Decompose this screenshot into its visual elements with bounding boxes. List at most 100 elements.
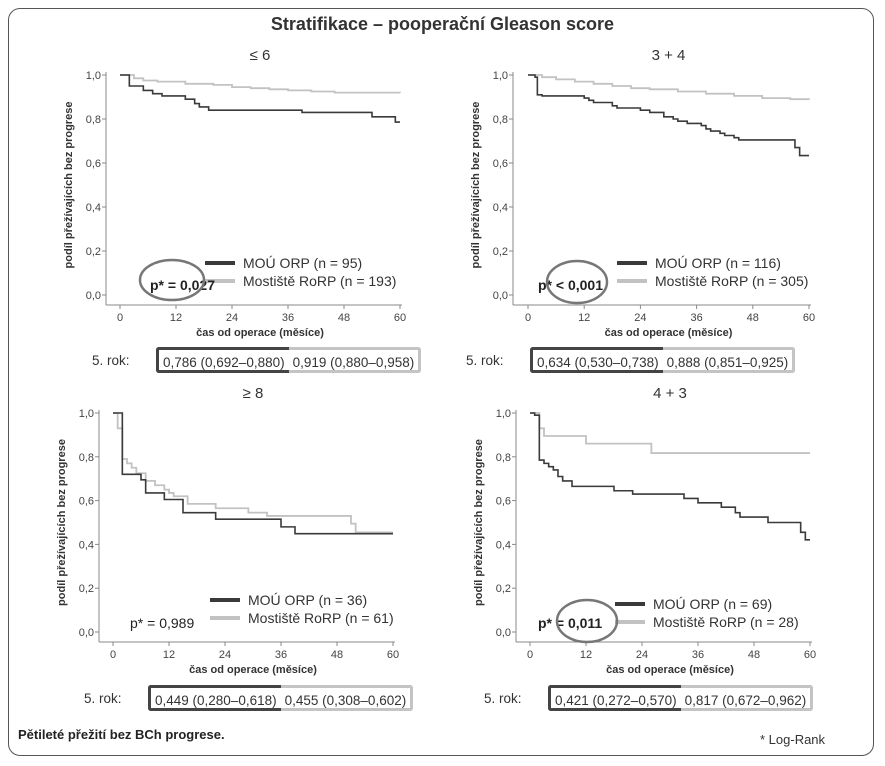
year5-row-1: 5. rok: 0,786 (0,692–0,880) 0,919 (0,880… (92, 347, 422, 373)
km-curve-orp (530, 412, 810, 541)
x-tick-label: 60 (803, 312, 815, 324)
x-tick-label: 0 (117, 312, 123, 324)
x-tick-label: 12 (163, 649, 175, 661)
p-value: p* = 0,027 (150, 277, 215, 293)
y-tick-label: 1,0 (493, 70, 508, 82)
p-value: p* < 0,001 (538, 277, 603, 293)
x-tick-label: 0 (110, 649, 116, 661)
year5-orp-value: 0,449 (0,280–0,618) (148, 685, 281, 711)
y-tick-label: 0,4 (493, 202, 508, 214)
y-tick-label: 0,8 (86, 114, 101, 126)
km-curve-orp (528, 74, 809, 157)
legend-label: Mostiště RoRP (n = 305) (655, 273, 808, 289)
y-tick-label: 0,0 (86, 290, 101, 302)
y-tick-label: 0,0 (493, 290, 508, 302)
year5-label: 5. rok: (92, 352, 130, 368)
p-value: p* = 0,989 (130, 615, 194, 631)
figure-frame (8, 8, 874, 756)
year5-row-4: 5. rok: 0,421 (0,272–0,570) 0,817 (0,672… (484, 685, 814, 711)
legend-label: MOÚ ORP (n = 36) (248, 592, 367, 608)
year5-orp-value: 0,634 (0,530–0,738) (530, 347, 663, 373)
y-tick-label: 0,2 (493, 246, 508, 258)
y-tick-label: 0,0 (496, 627, 511, 639)
y-tick-label: 0,4 (86, 202, 101, 214)
y-tick-label: 0,2 (86, 246, 101, 258)
panel-title: 4 + 3 (653, 385, 687, 402)
y-tick-label: 0,6 (493, 158, 508, 170)
figure-title: Stratifikace – pooperační Gleason score (270, 14, 615, 34)
km-curve-rorp (113, 412, 393, 534)
y-axis-label: podíl přežívajících bez progrese (473, 439, 485, 606)
year5-rorp-value: 0,919 (0,880–0,958) (288, 347, 422, 373)
y-tick-label: 0,6 (496, 496, 511, 508)
x-axis-label: čas od operace (měsíce) (189, 664, 317, 676)
x-tick-label: 12 (170, 312, 182, 324)
panel-title: ≥ 8 (243, 385, 264, 402)
x-tick-label: 36 (692, 649, 704, 661)
year5-row-3: 5. rok: 0,449 (0,280–0,618) 0,455 (0,308… (84, 685, 414, 711)
year5-label: 5. rok: (466, 352, 504, 368)
x-tick-label: 24 (219, 649, 231, 661)
km-curve-rorp (530, 412, 810, 454)
y-axis-label: podíl přežívajících bez progrese (56, 439, 68, 606)
x-tick-label: 60 (394, 312, 406, 324)
x-tick-label: 0 (525, 312, 531, 324)
legend-label: Mostiště RoRP (n = 61) (248, 610, 394, 626)
x-tick-label: 12 (580, 649, 592, 661)
p-value-circle (545, 259, 609, 305)
y-tick-label: 0,4 (79, 539, 94, 551)
x-tick-label: 48 (747, 312, 759, 324)
x-tick-label: 36 (690, 312, 702, 324)
y-tick-label: 0,8 (493, 114, 508, 126)
x-axis-label: čas od operace (měsíce) (606, 664, 734, 676)
y-tick-label: 0,0 (79, 627, 94, 639)
x-axis-label: čas od operace (měsíce) (196, 327, 324, 339)
year5-row-2: 5. rok: 0,634 (0,530–0,738) 0,888 (0,851… (466, 347, 796, 373)
x-tick-label: 36 (275, 649, 287, 661)
x-tick-label: 48 (748, 649, 760, 661)
p-value-circle (555, 598, 619, 644)
x-tick-label: 24 (636, 649, 648, 661)
km-curve-rorp (120, 74, 401, 94)
km-panel-4: 4 + 3 0,0 0,2 0,4 0,6 0,8 1,0 0 12 24 36 48 60 čas od… (473, 385, 816, 676)
x-tick-label: 36 (282, 312, 294, 324)
km-panel-2: 3 + 4 0,0 0,2 0,4 0,6 0,8 1,0 0 12 24 36 48 60 čas od… (470, 47, 815, 339)
y-tick-label: 0,8 (79, 452, 94, 464)
y-tick-label: 1,0 (496, 408, 511, 420)
y-tick-label: 0,6 (86, 158, 101, 170)
legend-label: MOÚ ORP (n = 116) (655, 255, 781, 271)
x-tick-label: 60 (804, 649, 816, 661)
km-curve-orp (120, 74, 400, 123)
x-tick-label: 60 (387, 649, 399, 661)
x-tick-label: 12 (578, 312, 590, 324)
km-panel-1: ≤ 6 0,0 0,2 0,4 0,6 0,8 1,0 0 12 24 36 48 60 čas od o… (63, 47, 406, 339)
y-tick-label: 0,2 (496, 583, 511, 595)
panel-title: 3 + 4 (652, 47, 686, 64)
year5-orp-value: 0,421 (0,272–0,570) (548, 685, 681, 711)
y-axis-label: podíl přežívajících bez progrese (63, 102, 75, 269)
p-value-circle (138, 258, 206, 302)
x-tick-label: 24 (634, 312, 646, 324)
km-curve-rorp (528, 74, 810, 101)
km-curve-orp (113, 412, 393, 535)
legend-label: MOÚ ORP (n = 69) (653, 596, 772, 612)
y-tick-label: 0,8 (496, 452, 511, 464)
figure-caption: Pětileté přežití bez BCh progrese. (18, 727, 225, 742)
y-tick-label: 0,2 (79, 583, 94, 595)
y-tick-label: 1,0 (79, 408, 94, 420)
x-axis-label: čas od operace (měsíce) (605, 327, 733, 339)
year5-orp-value: 0,786 (0,692–0,880) (156, 347, 289, 373)
footnote: * Log-Rank (760, 732, 826, 747)
y-axis-label: podíl přežívajících bez progrese (470, 102, 482, 269)
year5-label: 5. rok: (84, 690, 122, 706)
legend-label: Mostiště RoRP (n = 193) (243, 273, 396, 289)
year5-label: 5. rok: (484, 690, 522, 706)
x-tick-label: 48 (331, 649, 343, 661)
x-tick-label: 48 (338, 312, 350, 324)
year5-rorp-value: 0,455 (0,308–0,602) (280, 685, 414, 711)
km-panel-3: ≥ 8 0,0 0,2 0,4 0,6 0,8 1,0 0 12 24 36 48 60 čas od o… (56, 385, 399, 676)
y-tick-label: 0,4 (496, 539, 511, 551)
y-tick-label: 1,0 (86, 70, 101, 82)
y-tick-label: 0,6 (79, 496, 94, 508)
